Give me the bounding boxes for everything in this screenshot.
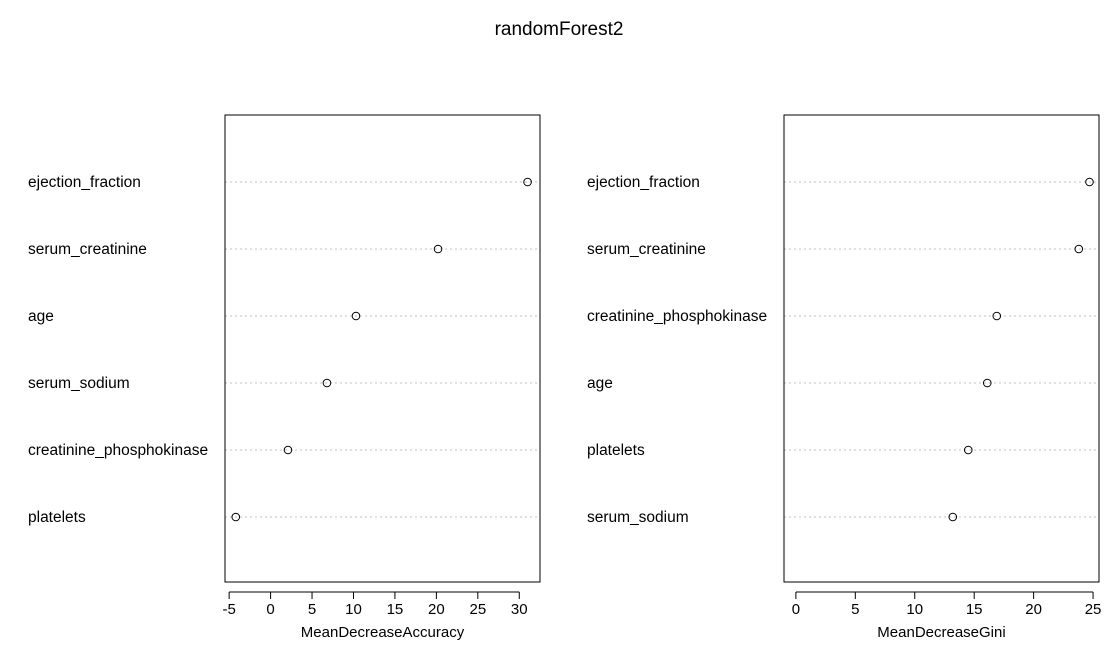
category-label: age (587, 375, 613, 392)
x-axis: 0 5 10 15 20 25 (792, 591, 1102, 618)
data-point (231, 512, 241, 522)
plot-frame (783, 114, 1100, 583)
category-label: creatinine_phosphokinase (587, 308, 767, 325)
x-tick-label: 25 (469, 601, 486, 618)
data-point (283, 445, 293, 455)
category-label: platelets (587, 442, 645, 459)
data-point (351, 311, 361, 321)
category-label: serum_creatinine (587, 241, 706, 258)
x-axis-label: MeanDecreaseGini (877, 624, 1005, 641)
category-label: platelets (28, 509, 86, 526)
data-point (992, 311, 1002, 321)
category-label: creatinine_phosphokinase (28, 442, 208, 459)
category-label: serum_sodium (587, 509, 689, 526)
data-point (982, 378, 992, 388)
x-tick-label: -5 (222, 601, 235, 618)
category-label: serum_sodium (28, 375, 130, 392)
category-label: ejection_fraction (587, 174, 700, 191)
data-point (1085, 177, 1094, 187)
x-axis-label: MeanDecreaseAccuracy (301, 624, 465, 641)
data-point (322, 378, 332, 388)
x-tick-label: 5 (851, 601, 859, 618)
category-label: serum_creatinine (28, 241, 147, 258)
x-axis: -5 0 5 10 15 20 25 30 (222, 591, 528, 618)
gini-panel: ejection_fraction serum_creatininecreatin… (587, 114, 1102, 641)
data-point (1074, 244, 1084, 254)
x-tick-label: 25 (1085, 601, 1102, 618)
x-tick-label: 15 (387, 601, 404, 618)
x-tick-label: 10 (345, 601, 362, 618)
x-tick-label: 30 (511, 601, 528, 618)
data-point (948, 512, 958, 522)
x-tick-label: 5 (308, 601, 316, 618)
chart-title: randomForest2 (495, 19, 624, 40)
data-point (433, 244, 443, 254)
category-label: age (28, 308, 54, 325)
x-tick-label: 20 (428, 601, 445, 618)
x-tick-label: 0 (792, 601, 800, 618)
x-tick-label: 10 (906, 601, 923, 618)
x-tick-label: 0 (266, 601, 274, 618)
x-tick-label: 20 (1025, 601, 1042, 618)
data-point (963, 445, 973, 455)
category-label: ejection_fraction (28, 174, 141, 191)
data-point (523, 177, 532, 187)
plot-frame (224, 114, 541, 583)
x-tick-label: 15 (966, 601, 983, 618)
